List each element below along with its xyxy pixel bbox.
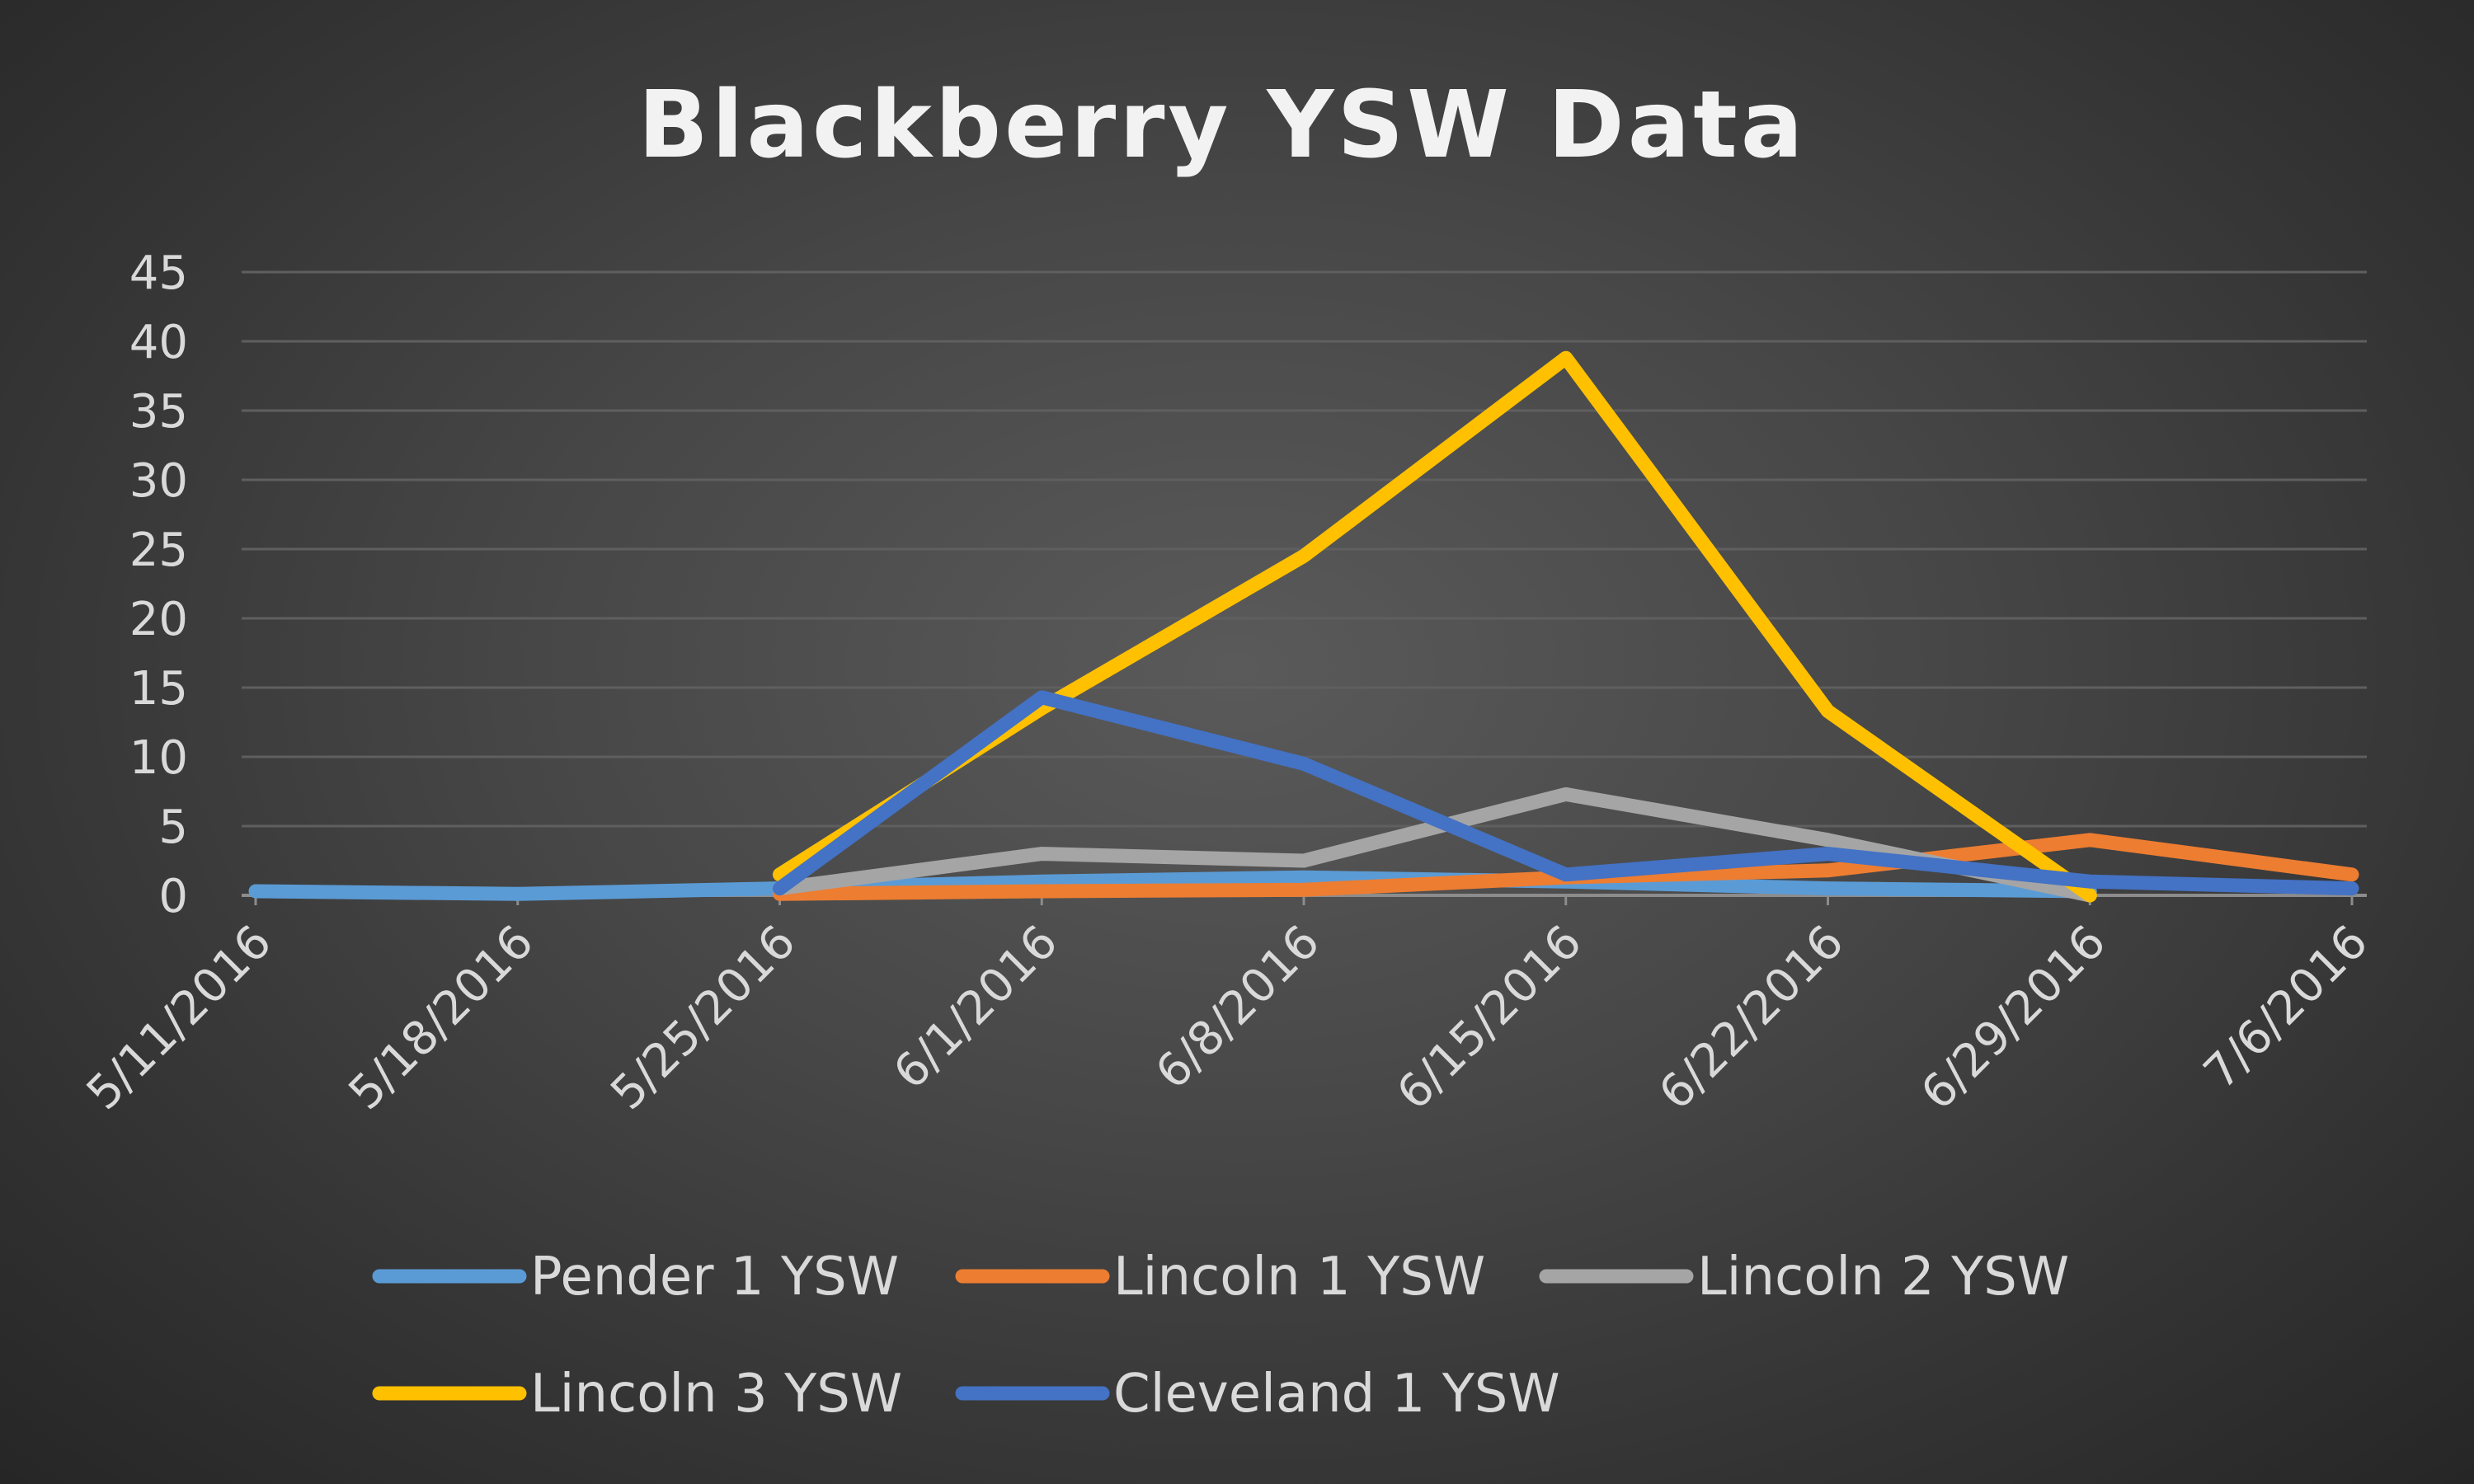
x-tick-label: 6/29/2016	[1911, 915, 2116, 1120]
y-axis-ticks: 0 5 10 15 20 25 30 35 40 45	[129, 247, 188, 923]
x-tick-label: 5/25/2016	[600, 915, 806, 1120]
legend-label: Cleveland 1 YSW	[1113, 1364, 1560, 1425]
legend-item-2: Lincoln 1 YSW	[955, 1247, 1485, 1308]
x-tick-label: 6/8/2016	[1145, 915, 1330, 1100]
y-tick-label: 5	[158, 801, 188, 854]
x-tick-label: 7/6/2016	[2194, 915, 2378, 1100]
legend-label: Lincoln 2 YSW	[1697, 1247, 2069, 1308]
series-line-1	[248, 870, 2097, 901]
y-tick-label: 0	[158, 870, 188, 923]
series-line-3	[773, 787, 2097, 903]
y-tick-label: 10	[129, 731, 188, 785]
x-tick-label: 5/11/2016	[77, 915, 282, 1120]
series-line-5	[773, 690, 2359, 896]
y-tick-label: 40	[129, 316, 188, 369]
y-tick-label: 35	[129, 385, 188, 439]
legend-item-5: Cleveland 1 YSW	[955, 1364, 1560, 1425]
y-tick-label: 15	[129, 662, 188, 716]
legend-item-1: Pender 1 YSW	[372, 1247, 899, 1308]
x-tick-label: 6/15/2016	[1387, 915, 1592, 1120]
x-tick-label: 5/18/2016	[339, 915, 544, 1120]
y-tick-label: 45	[129, 247, 188, 300]
y-tick-label: 30	[129, 454, 188, 508]
legend: Pender 1 YSW Lincoln 1 YSW Lincoln 2 YSW Li…	[372, 1247, 2069, 1425]
x-tick-label: 6/1/2016	[883, 915, 1068, 1100]
x-tick-label: 6/22/2016	[1649, 915, 1854, 1120]
gridlines	[242, 270, 2367, 897]
series-lines	[248, 350, 2359, 903]
legend-label: Lincoln 1 YSW	[1113, 1247, 1485, 1308]
legend-item-4: Lincoln 3 YSW	[372, 1364, 902, 1425]
legend-label: Pender 1 YSW	[530, 1247, 899, 1308]
legend-item-3: Lincoln 2 YSW	[1539, 1247, 2069, 1308]
chart-title: Blackberry YSW Data	[638, 72, 1807, 179]
y-tick-label: 20	[129, 593, 188, 646]
x-axis-ticks: 5/11/2016 5/18/2016 5/25/2016 6/1/2016 6/8/2…	[77, 895, 2378, 1120]
y-tick-label: 25	[129, 524, 188, 577]
legend-label: Lincoln 3 YSW	[530, 1364, 902, 1425]
